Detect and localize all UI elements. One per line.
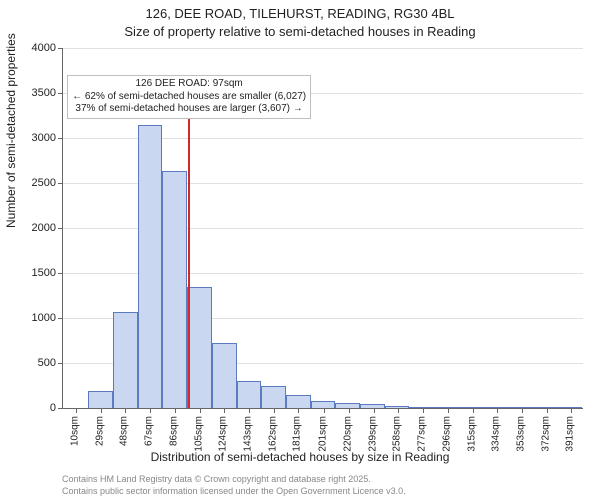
ytick-mark: [58, 273, 63, 274]
ytick-mark: [58, 48, 63, 49]
ytick-label: 2500: [6, 177, 56, 189]
ytick-label: 1000: [6, 312, 56, 324]
ytick-mark: [58, 363, 63, 364]
histogram-bar: [360, 404, 385, 408]
histogram-bar: [385, 406, 410, 408]
xtick-label: 220sqm: [343, 416, 354, 452]
footer-copyright-2: Contains public sector information licen…: [62, 486, 406, 496]
ytick-label: 1500: [6, 267, 56, 279]
ytick-mark: [58, 93, 63, 94]
xtick-label: 10sqm: [70, 416, 81, 446]
xtick-label: 143sqm: [242, 416, 253, 452]
ytick-mark: [58, 318, 63, 319]
xtick-label: 29sqm: [94, 416, 105, 446]
xtick-mark: [571, 408, 572, 413]
xtick-mark: [547, 408, 548, 413]
histogram-bar: [311, 401, 336, 408]
ytick-label: 3000: [6, 132, 56, 144]
xtick-label: 67sqm: [144, 416, 155, 446]
xtick-label: 296sqm: [441, 416, 452, 452]
xtick-label: 258sqm: [392, 416, 403, 452]
annotation-line-1: 126 DEE ROAD: 97sqm: [72, 78, 306, 91]
histogram-bar: [237, 381, 262, 408]
xtick-mark: [200, 408, 201, 413]
histogram-bar: [113, 312, 138, 408]
xtick-mark: [224, 408, 225, 413]
xtick-mark: [249, 408, 250, 413]
xtick-mark: [101, 408, 102, 413]
gridline: [63, 48, 583, 49]
footer-copyright-1: Contains HM Land Registry data © Crown c…: [62, 474, 371, 484]
xtick-label: 353sqm: [515, 416, 526, 452]
chart-title-main: 126, DEE ROAD, TILEHURST, READING, RG30 …: [0, 6, 600, 21]
chart-title-sub: Size of property relative to semi-detach…: [0, 24, 600, 39]
xtick-mark: [374, 408, 375, 413]
xtick-mark: [522, 408, 523, 413]
xtick-mark: [324, 408, 325, 413]
annotation-line-2: ← 62% of semi-detached houses are smalle…: [72, 91, 306, 104]
histogram-bar: [459, 407, 484, 408]
xtick-label: 105sqm: [193, 416, 204, 452]
xtick-label: 239sqm: [367, 416, 378, 452]
xtick-label: 315sqm: [466, 416, 477, 452]
ytick-label: 4000: [6, 42, 56, 54]
xtick-mark: [349, 408, 350, 413]
ytick-label: 500: [6, 357, 56, 369]
histogram-bar: [558, 407, 583, 408]
histogram-bar: [533, 407, 558, 408]
histogram-bar: [88, 391, 113, 408]
xtick-label: 181sqm: [292, 416, 303, 452]
histogram-bar: [261, 386, 286, 408]
ytick-mark: [58, 228, 63, 229]
xtick-label: 201sqm: [318, 416, 329, 452]
histogram-bar: [409, 407, 434, 408]
xtick-mark: [423, 408, 424, 413]
annotation-line-3: 37% of semi-detached houses are larger (…: [72, 103, 306, 116]
xtick-mark: [298, 408, 299, 413]
ytick-mark: [58, 408, 63, 409]
xtick-label: 372sqm: [540, 416, 551, 452]
xtick-mark: [76, 408, 77, 413]
y-axis-label: Number of semi-detached properties: [4, 33, 18, 228]
xtick-mark: [175, 408, 176, 413]
histogram-chart: 126, DEE ROAD, TILEHURST, READING, RG30 …: [0, 0, 600, 500]
histogram-bar: [138, 125, 163, 409]
property-marker-line: [188, 93, 190, 408]
ytick-label: 0: [6, 402, 56, 414]
histogram-bar: [335, 403, 360, 408]
xtick-label: 334sqm: [491, 416, 502, 452]
histogram-bar: [484, 407, 509, 408]
ytick-mark: [58, 138, 63, 139]
annotation-box: 126 DEE ROAD: 97sqm← 62% of semi-detache…: [67, 75, 311, 119]
xtick-label: 162sqm: [267, 416, 278, 452]
ytick-label: 2000: [6, 222, 56, 234]
xtick-mark: [473, 408, 474, 413]
xtick-label: 124sqm: [218, 416, 229, 452]
xtick-label: 86sqm: [168, 416, 179, 446]
x-axis-label: Distribution of semi-detached houses by …: [0, 450, 600, 464]
histogram-bar: [508, 407, 533, 408]
ytick-mark: [58, 183, 63, 184]
xtick-mark: [497, 408, 498, 413]
plot-area: 126 DEE ROAD: 97sqm← 62% of semi-detache…: [62, 48, 583, 409]
histogram-bar: [187, 287, 212, 408]
xtick-mark: [398, 408, 399, 413]
xtick-label: 48sqm: [119, 416, 130, 446]
histogram-bar: [286, 395, 311, 408]
ytick-label: 3500: [6, 87, 56, 99]
xtick-label: 277sqm: [417, 416, 428, 452]
xtick-mark: [125, 408, 126, 413]
xtick-mark: [150, 408, 151, 413]
xtick-mark: [274, 408, 275, 413]
xtick-mark: [448, 408, 449, 413]
xtick-label: 391sqm: [565, 416, 576, 452]
histogram-bar: [162, 171, 187, 408]
histogram-bar: [212, 343, 237, 408]
histogram-bar: [434, 407, 459, 408]
